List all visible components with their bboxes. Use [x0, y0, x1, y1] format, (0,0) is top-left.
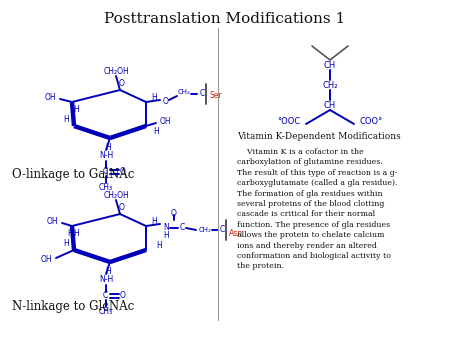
Text: H: H	[163, 232, 169, 241]
Text: O: O	[171, 210, 177, 218]
Text: OH: OH	[46, 217, 58, 226]
Text: H: H	[105, 267, 111, 276]
Text: O: O	[163, 97, 169, 106]
Text: COO°: COO°	[360, 118, 383, 126]
Text: N-linkage to GlcNAc: N-linkage to GlcNAc	[12, 300, 134, 313]
Text: H: H	[153, 127, 159, 137]
Text: O: O	[119, 79, 125, 89]
Text: H: H	[63, 240, 69, 248]
Text: N-H: N-H	[99, 151, 113, 161]
Text: O: O	[120, 168, 126, 176]
Text: H: H	[73, 230, 79, 239]
Text: Asn: Asn	[229, 230, 243, 239]
Text: C: C	[199, 90, 205, 98]
Text: O: O	[119, 203, 125, 213]
Text: C: C	[220, 225, 225, 235]
Text: CH₂OH: CH₂OH	[103, 68, 129, 76]
Text: CH₂OH: CH₂OH	[103, 192, 129, 200]
Text: C: C	[103, 168, 108, 176]
Text: H: H	[151, 93, 157, 101]
Text: N-H: N-H	[99, 275, 113, 285]
Text: Vitamin K-Dependent Modifications: Vitamin K-Dependent Modifications	[237, 132, 401, 141]
Text: Ser: Ser	[210, 92, 222, 100]
Text: Posttranslation Modifications 1: Posttranslation Modifications 1	[104, 12, 346, 26]
Text: CH₂: CH₂	[322, 81, 338, 91]
Text: C: C	[180, 223, 184, 233]
Text: OH: OH	[160, 118, 171, 126]
Text: H: H	[151, 217, 157, 225]
Text: C: C	[103, 291, 108, 300]
Text: CH₃: CH₃	[99, 308, 113, 316]
Text: CH₂: CH₂	[178, 89, 190, 95]
Text: CH: CH	[324, 101, 336, 111]
Text: H: H	[73, 105, 79, 115]
Text: CH₂: CH₂	[198, 227, 211, 233]
Text: O: O	[120, 291, 126, 300]
Text: °OOC: °OOC	[277, 118, 300, 126]
Text: Vitamin K is a cofactor in the
carboxylation of glutamine residues.
The result o: Vitamin K is a cofactor in the carboxyla…	[237, 148, 397, 270]
Text: N: N	[163, 223, 169, 233]
Text: OH: OH	[45, 94, 56, 102]
Text: CH₃: CH₃	[99, 184, 113, 193]
Text: CH: CH	[324, 62, 336, 71]
Text: H: H	[67, 230, 73, 239]
Text: O-linkage to GalNAc: O-linkage to GalNAc	[12, 168, 135, 181]
Text: OH: OH	[40, 256, 52, 265]
Text: H: H	[156, 241, 162, 249]
Text: H: H	[63, 116, 69, 124]
Text: H: H	[105, 144, 111, 152]
